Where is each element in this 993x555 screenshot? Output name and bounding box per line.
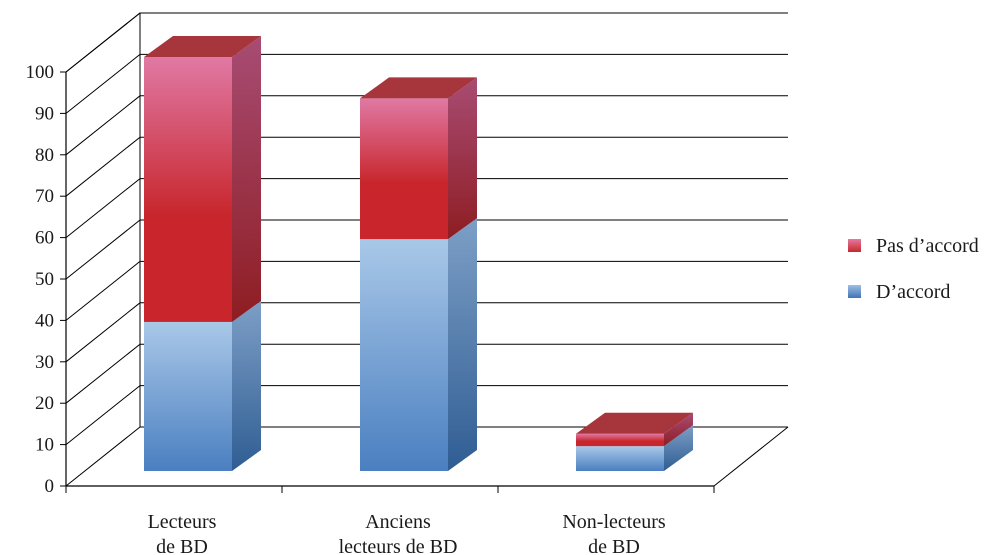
y-tick-label: 0 — [45, 476, 55, 497]
bar-top-face — [576, 412, 693, 434]
bar-front-face — [360, 98, 448, 240]
legend-label: Pas d’accord — [876, 235, 979, 257]
bars — [144, 36, 693, 471]
legend-swatch — [848, 285, 861, 298]
bar-segment — [360, 218, 477, 471]
bar-segment — [360, 77, 477, 240]
y-tick-label: 40 — [35, 310, 54, 331]
y-tick-label: 70 — [35, 186, 54, 207]
legend: Pas d’accord D’accord — [848, 235, 979, 303]
bar-front-face — [576, 433, 664, 447]
gridline — [65, 302, 788, 363]
bar-top-face — [144, 36, 261, 57]
bar-front-face — [144, 321, 232, 471]
bar-segment — [576, 412, 693, 447]
y-tick-label: 80 — [35, 145, 54, 166]
y-tick-label: 100 — [26, 62, 55, 83]
y-tick-label: 20 — [35, 393, 54, 414]
x-category-label: Non-lecteurs de BD — [562, 511, 666, 555]
bar-segment — [576, 425, 693, 471]
bar-stack — [144, 36, 261, 471]
gridline — [65, 343, 788, 404]
bar-side-face — [232, 36, 261, 322]
gridline — [65, 12, 788, 73]
bar-front-face — [360, 239, 448, 471]
gridlines — [65, 12, 788, 487]
y-tick-label: 30 — [35, 352, 54, 373]
bar-side-face — [664, 412, 693, 447]
y-tick-label: 60 — [35, 228, 54, 249]
gridline — [65, 426, 788, 487]
x-category-label: Anciens lecteurs de BD — [339, 511, 458, 555]
gridline — [65, 95, 788, 156]
bar-side-face — [664, 425, 693, 471]
y-tick-label: 10 — [35, 435, 54, 456]
y-tick-label: 50 — [35, 269, 54, 290]
gridline — [65, 260, 788, 321]
bar-front-face — [576, 446, 664, 471]
legend-swatch — [848, 239, 861, 252]
bar-segment — [144, 300, 261, 471]
legend-item: D’accord — [848, 281, 950, 303]
bar-side-face — [448, 77, 477, 240]
bar-front-face — [144, 57, 232, 322]
gridline — [65, 385, 788, 445]
x-category-label: Lecteurs de BD — [148, 511, 217, 555]
gridline — [65, 178, 788, 238]
bar-stack — [360, 77, 477, 471]
legend-label: D’accord — [876, 281, 950, 303]
bar-stack — [576, 412, 693, 471]
bar-top-face — [360, 77, 477, 99]
gridline — [65, 53, 788, 114]
bar-side-face — [232, 300, 261, 471]
x-axis — [65, 486, 715, 493]
floor-right-edge — [713, 426, 789, 487]
gridline — [65, 219, 788, 280]
bar-segment — [144, 36, 261, 322]
y-axis: 0 10 20 30 40 50 60 70 80 90 100 — [26, 62, 66, 497]
y-tick-label: 90 — [35, 103, 54, 124]
x-axis-labels: Lecteurs de BD Anciens lecteurs de BD Non-le… — [148, 511, 666, 555]
legend-item: Pas d’accord — [848, 235, 979, 257]
bar-side-face — [448, 218, 477, 471]
gridline — [65, 136, 788, 197]
